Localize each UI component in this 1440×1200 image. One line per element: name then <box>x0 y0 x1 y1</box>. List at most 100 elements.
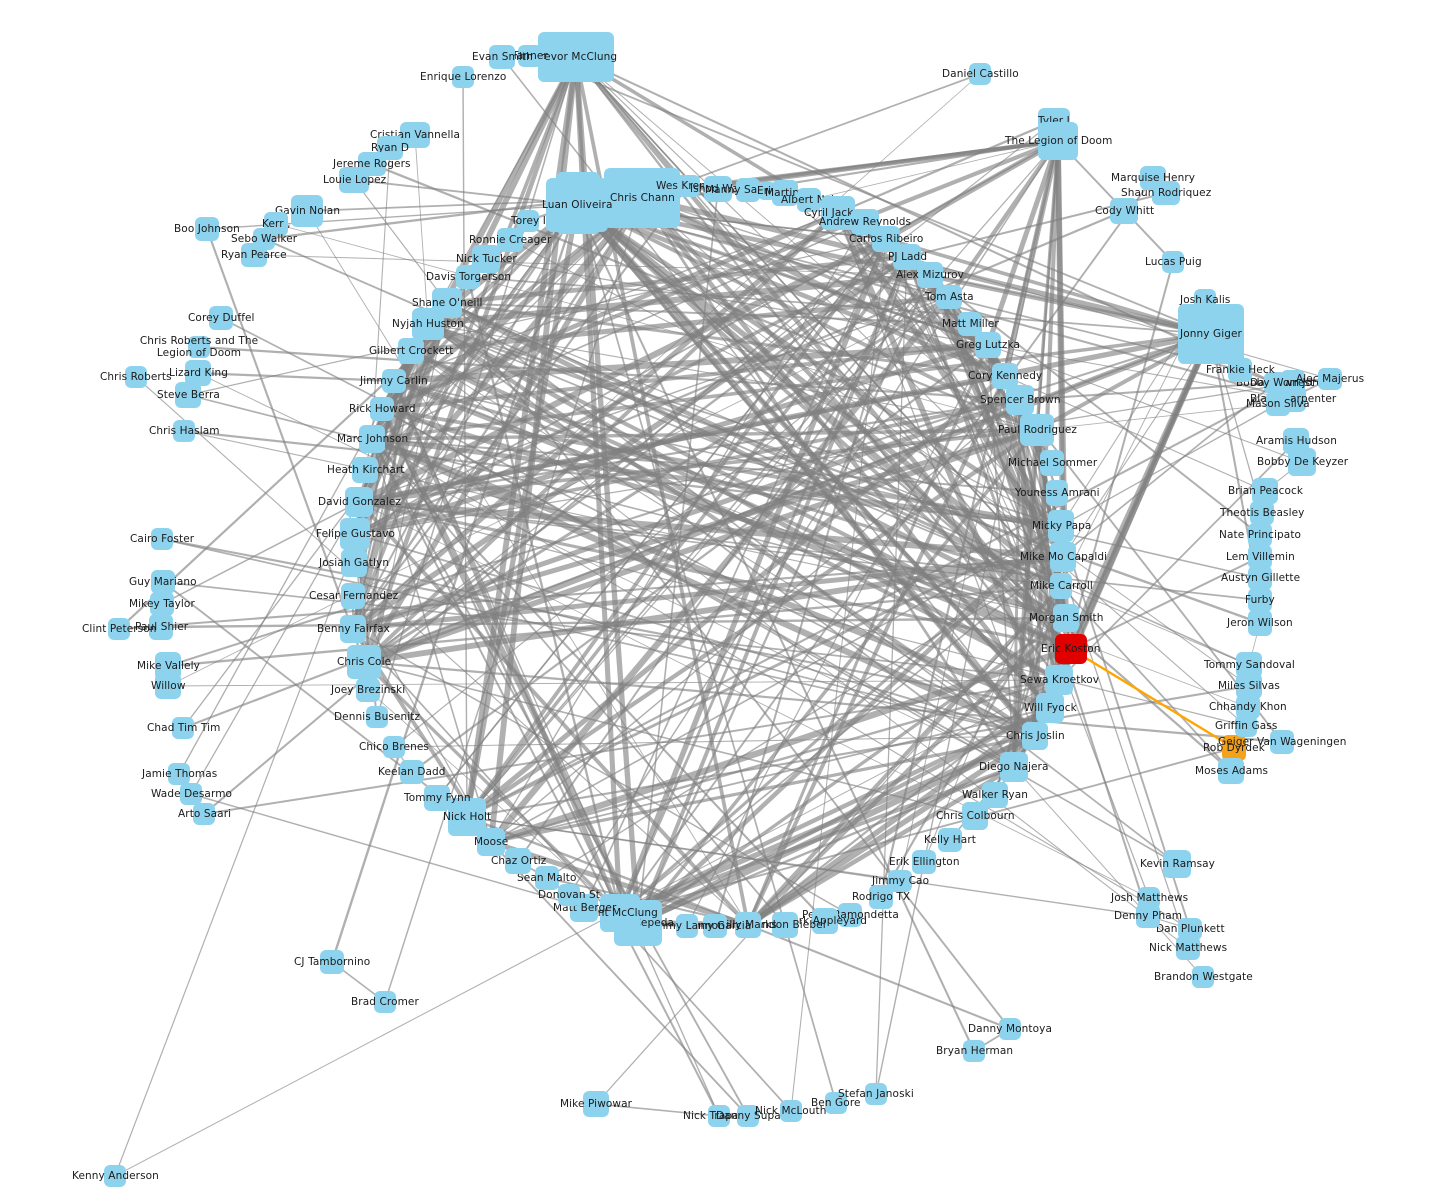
graph-node-chaz-ortiz[interactable] <box>505 848 531 874</box>
graph-node-torey-l[interactable] <box>517 210 539 232</box>
graph-node-chad-tim-tim[interactable] <box>172 717 194 739</box>
graph-node-danny-supa[interactable] <box>737 1105 759 1127</box>
graph-node-wade-desarmo[interactable] <box>180 783 202 805</box>
graph-node-aramis-hudson[interactable] <box>1283 428 1309 454</box>
graph-node-donovan-st[interactable] <box>558 884 580 906</box>
graph-node-pj-ladd[interactable] <box>893 244 921 270</box>
graph-node-will-fyock[interactable] <box>1036 693 1064 723</box>
graph-node-bryan-herman[interactable] <box>963 1040 985 1062</box>
graph-node-evan-smith[interactable] <box>489 45 515 69</box>
graph-node-chris-joslin[interactable] <box>1022 722 1048 750</box>
graph-node-marc-johnson[interactable] <box>359 425 385 453</box>
graph-node-austyn-gillette[interactable] <box>1248 566 1272 590</box>
graph-node-kenny-anderson[interactable] <box>104 1165 126 1187</box>
graph-node-lizard-king[interactable] <box>185 360 211 386</box>
graph-node-manny-santiago[interactable] <box>736 178 760 202</box>
graph-node-mason-silva[interactable] <box>1266 392 1290 416</box>
graph-node-jeron-wilson[interactable] <box>1248 610 1272 636</box>
graph-node-albert-nyberg[interactable] <box>797 188 821 212</box>
graph-node-mikey-taylor[interactable] <box>150 592 174 616</box>
graph-node-nate-principato[interactable] <box>1248 523 1272 547</box>
graph-node-cyril-jackson[interactable] <box>821 196 855 230</box>
graph-node-corey-duffel[interactable] <box>209 306 233 330</box>
graph-node-jimmy-lannon[interactable] <box>676 914 698 938</box>
graph-node-jimmy-cao[interactable] <box>888 870 912 892</box>
graph-node-cairo-foster[interactable] <box>151 528 173 550</box>
graph-node-gavin-nolan[interactable] <box>291 195 323 227</box>
graph-node-eric-m[interactable] <box>758 182 776 200</box>
graph-node-lucas-puig[interactable] <box>1162 251 1184 273</box>
graph-node-rob-dyrdek[interactable] <box>1222 735 1246 761</box>
graph-node-furby[interactable] <box>1248 588 1272 612</box>
graph-node-cesar-fernandez[interactable] <box>341 583 365 609</box>
graph-node-heath-kirchart[interactable] <box>352 457 378 483</box>
graph-node-jonny-giger[interactable] <box>1178 304 1244 364</box>
graph-node-benny-fairfax[interactable] <box>340 615 366 643</box>
graph-node-greg-lutzka[interactable] <box>975 332 1001 358</box>
graph-node-ben-gore[interactable] <box>825 1092 847 1114</box>
graph-node-enrique-lorenzo[interactable] <box>452 66 474 88</box>
graph-node-bobby-worrest[interactable] <box>1264 372 1286 394</box>
graph-node-brandon-westgate[interactable] <box>1192 966 1214 988</box>
graph-node-felipe-gustavo[interactable] <box>340 518 370 550</box>
graph-node-nick-trapasso[interactable] <box>708 1105 730 1127</box>
graph-node-rodrigo-tx[interactable] <box>869 885 893 909</box>
graph-node-guy-mariano[interactable] <box>151 570 175 594</box>
graph-node-shaun-rodriquez[interactable] <box>1152 181 1180 205</box>
graph-node-peter-ramondetta[interactable] <box>838 903 862 927</box>
graph-node-erik-ellington[interactable] <box>912 850 936 874</box>
graph-node-kevin-ramsay[interactable] <box>1163 850 1191 878</box>
graph-node-chris-roberts[interactable] <box>125 366 147 388</box>
graph-node-mark-appleyard[interactable] <box>812 908 838 934</box>
graph-node-nick-matthews[interactable] <box>1176 936 1200 960</box>
graph-node-tom-asta[interactable] <box>936 285 962 309</box>
graph-node-cj-tambornino[interactable] <box>320 950 344 974</box>
graph-node-spencer-brown[interactable] <box>1006 385 1034 415</box>
graph-node-brad-cromer[interactable] <box>374 991 396 1013</box>
graph-node-gilbert-crockett[interactable] <box>398 338 424 364</box>
graph-node-arto-saari[interactable] <box>193 803 215 825</box>
graph-node-chris-haslam[interactable] <box>173 420 195 442</box>
graph-node-legion-of-doom[interactable] <box>1038 122 1078 160</box>
graph-node-micky-papa[interactable] <box>1048 510 1074 542</box>
graph-node-ishod-wair[interactable] <box>704 176 732 202</box>
graph-node-david-gonzalez[interactable] <box>345 487 373 517</box>
graph-node-tommy-fynn[interactable] <box>424 785 450 811</box>
graph-node-nick-mclouth[interactable] <box>780 1100 802 1122</box>
graph-node-lem-villemin[interactable] <box>1248 545 1272 569</box>
graph-node-trevor-mcclung[interactable] <box>538 32 614 82</box>
graph-node-dan-plunkett[interactable] <box>1178 918 1202 940</box>
graph-node-willow[interactable] <box>155 673 181 699</box>
graph-node-mike-mo-capaldi[interactable] <box>1050 542 1076 572</box>
graph-node-kelly-hart[interactable] <box>938 828 962 852</box>
graph-node-boo-johnson[interactable] <box>195 217 219 241</box>
graph-node-jimmy-carlin[interactable] <box>382 369 406 393</box>
graph-node-alex-mizurov[interactable] <box>917 262 943 288</box>
graph-node-josiah-gatlyn[interactable] <box>341 549 367 577</box>
graph-node-rick-howard[interactable] <box>370 397 394 421</box>
graph-node-morgan-smith[interactable] <box>1053 604 1079 632</box>
graph-node-louie-lopez[interactable] <box>339 167 369 193</box>
graph-node-geiger-van-wageningen[interactable] <box>1270 730 1294 754</box>
graph-node-dennis-busenitz[interactable] <box>366 706 388 728</box>
graph-node-mike-carroll[interactable] <box>1050 573 1072 599</box>
graph-node-tommy-sandoval[interactable] <box>1236 652 1262 678</box>
graph-node-mike-piwowar[interactable] <box>583 1091 609 1117</box>
graph-node-sean-malto[interactable] <box>535 866 559 890</box>
graph-node-paul-rodriguez[interactable] <box>1020 414 1054 446</box>
graph-node-nick-tucker[interactable] <box>472 245 500 273</box>
graph-node-joey-brezinski[interactable] <box>356 678 380 702</box>
graph-node-tanner[interactable] <box>518 45 542 67</box>
graph-node-jamie-thomas[interactable] <box>168 763 190 785</box>
graph-node-chris-roberts-legion[interactable] <box>188 336 210 358</box>
graph-node-ronnie-creager[interactable] <box>497 228 523 252</box>
graph-node-luan-oliveira[interactable] <box>546 178 608 232</box>
graph-node-wes-kremer[interactable] <box>676 175 700 197</box>
graph-node-shane-oneill[interactable] <box>432 288 462 318</box>
graph-node-brian-peacock[interactable] <box>1252 478 1278 504</box>
graph-node-chhandy-khon[interactable] <box>1236 695 1260 719</box>
graph-node-chris-cole[interactable] <box>347 645 381 679</box>
graph-node-diego-najera[interactable] <box>1000 752 1028 782</box>
graph-node-cody-whitt[interactable] <box>1110 198 1138 224</box>
graph-node-cristian-vannella[interactable] <box>400 122 430 148</box>
